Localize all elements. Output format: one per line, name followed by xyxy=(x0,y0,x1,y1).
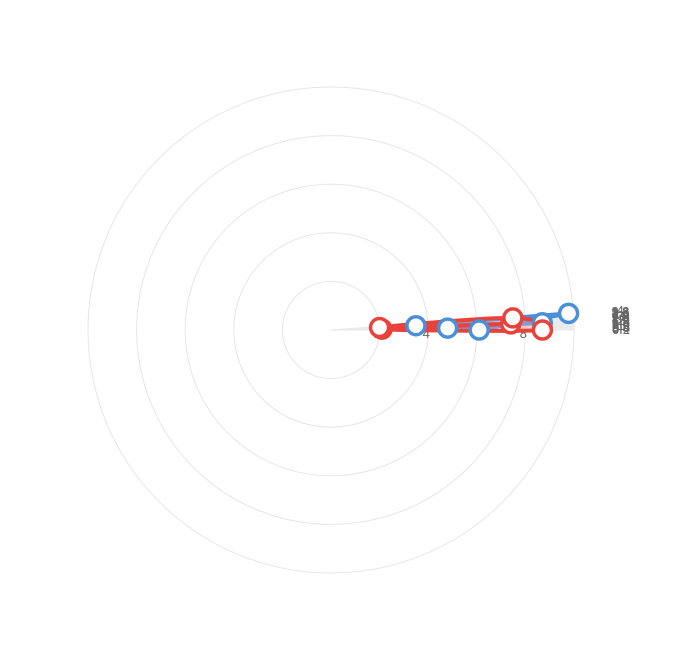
angular-tick-label: 1.6 xyxy=(612,315,630,330)
angular-tick-label: 2.4 xyxy=(612,311,630,326)
angular-tick-label: 0.8 xyxy=(612,319,630,334)
angular-tick-label: 3.2 xyxy=(612,307,630,322)
radial-tick-label: 4 xyxy=(423,326,430,341)
series-2-point[interactable] xyxy=(368,316,391,339)
radial-tick-label: 8 xyxy=(520,326,527,341)
series-1-point[interactable] xyxy=(557,302,580,325)
angular-tick-label: 0.2 xyxy=(612,322,630,337)
angular-tick-label: 2.6 xyxy=(612,310,630,325)
angular-tick-label: 1.2 xyxy=(612,317,630,332)
angular-tick-label: 1.8 xyxy=(612,314,630,329)
series-1-point[interactable] xyxy=(405,314,427,337)
series-1-point[interactable] xyxy=(436,317,459,339)
angular-tick-label: 1.4 xyxy=(612,316,630,331)
series-1-point[interactable] xyxy=(468,319,490,341)
points-layer xyxy=(368,302,580,341)
series-2-point[interactable] xyxy=(531,319,554,341)
angular-tick-label: 3.6 xyxy=(611,305,629,320)
angular-tick-label: 0.6 xyxy=(612,320,630,335)
angular-tick-label: 3.8 xyxy=(611,304,629,319)
angular-axis-labels: 0.20.40.60.811.21.41.61.822.22.42.62.833… xyxy=(611,303,630,337)
angular-tick-label: 4 xyxy=(617,303,624,318)
angular-tick-label: 3.4 xyxy=(611,306,629,321)
angular-tick-label: 1 xyxy=(617,318,624,333)
angular-tick-label: 2.2 xyxy=(612,312,630,327)
angular-tick-label: 0.4 xyxy=(612,321,630,336)
angular-tick-label: 2 xyxy=(617,313,624,328)
angular-tick-label: 3 xyxy=(617,308,624,323)
series-2-area xyxy=(377,315,553,333)
angular-tick-label: 2.8 xyxy=(612,309,630,324)
series-2-point[interactable] xyxy=(502,307,524,329)
